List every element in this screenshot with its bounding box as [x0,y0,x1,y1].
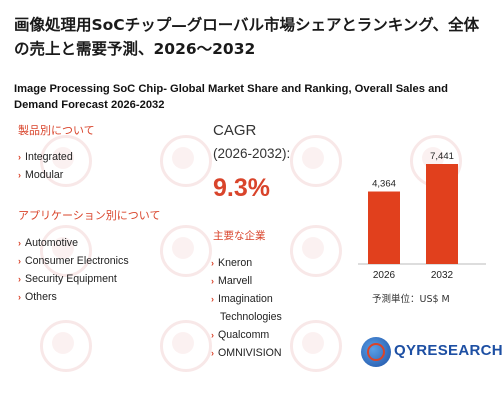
chevron-right-icon: › [18,292,21,302]
watermark-logo [160,320,212,372]
watermark-logo [290,135,342,187]
chevron-right-icon: › [18,274,21,284]
chevron-right-icon: › [211,258,214,268]
unit-label: 予測単位：US$ M [372,294,450,305]
chevron-right-icon: › [18,170,21,180]
chevron-right-icon: › [211,294,214,304]
list-item: › Qualcomm [211,329,270,341]
list-item: › Automotive [18,237,78,249]
bar-2032 [426,164,458,264]
cagr-period: (2026-2032): [213,146,291,161]
logo-text: QYRESEARCH [394,342,503,359]
product-list: › Integrated › Modular [18,148,73,184]
application-list: › Automotive › Consumer Electronics › Secur… [18,234,129,306]
page-title-english: Image Processing SoC Chip- Global Market… [14,83,448,111]
list-item: › Marvell [211,275,253,287]
watermark-logo [40,320,92,372]
list-item: › OMNIVISION [211,347,282,359]
watermark-logo [160,135,212,187]
list-item: › Modular [18,169,64,181]
product-section-heading: 製品別について [18,124,95,137]
cagr-label: CAGR [213,122,257,139]
data-label-2026: 4,364 [372,179,396,190]
bar-2026 [368,191,400,264]
players-list: › Kneron › Marvell › Imagination Technologi… [211,254,282,362]
globe-icon [361,337,391,367]
list-item: › Others [18,291,57,303]
watermark-logo [160,225,212,277]
chevron-right-icon: › [211,348,214,358]
chevron-right-icon: › [211,330,214,340]
chevron-right-icon: › [18,256,21,266]
qyresearch-logo: QYRESEARCH [361,335,503,375]
watermark-logo [40,225,92,277]
chevron-right-icon: › [211,276,214,286]
watermark-logo [40,135,92,187]
chevron-right-icon: › [18,238,21,248]
list-item: › Consumer Electronics [18,255,129,267]
list-item: › Imagination [211,293,273,305]
watermark-logo [290,225,342,277]
application-section-heading: アプリケーション別について [18,209,161,222]
chevron-right-icon: › [18,152,21,162]
x-tick-label-2032: 2032 [431,270,454,281]
watermark-logo [290,320,342,372]
list-item-continuation: Technologies [220,311,282,323]
list-item: › Kneron [211,257,253,269]
list-item: › Security Equipment [18,273,117,285]
cagr-value: 9.3% [213,174,270,202]
players-heading: 主要な企業 [213,230,266,242]
page-title-japanese: 画像処理用SoCチップ—グローバル市場シェアとランキング、全体の売上と需要予測、… [14,16,480,58]
list-item: › Integrated [18,151,73,163]
market-forecast-chart: 4,364 2026 7,441 2032 [358,151,486,281]
x-tick-label-2026: 2026 [373,270,396,281]
data-label-2032: 7,441 [430,151,454,162]
